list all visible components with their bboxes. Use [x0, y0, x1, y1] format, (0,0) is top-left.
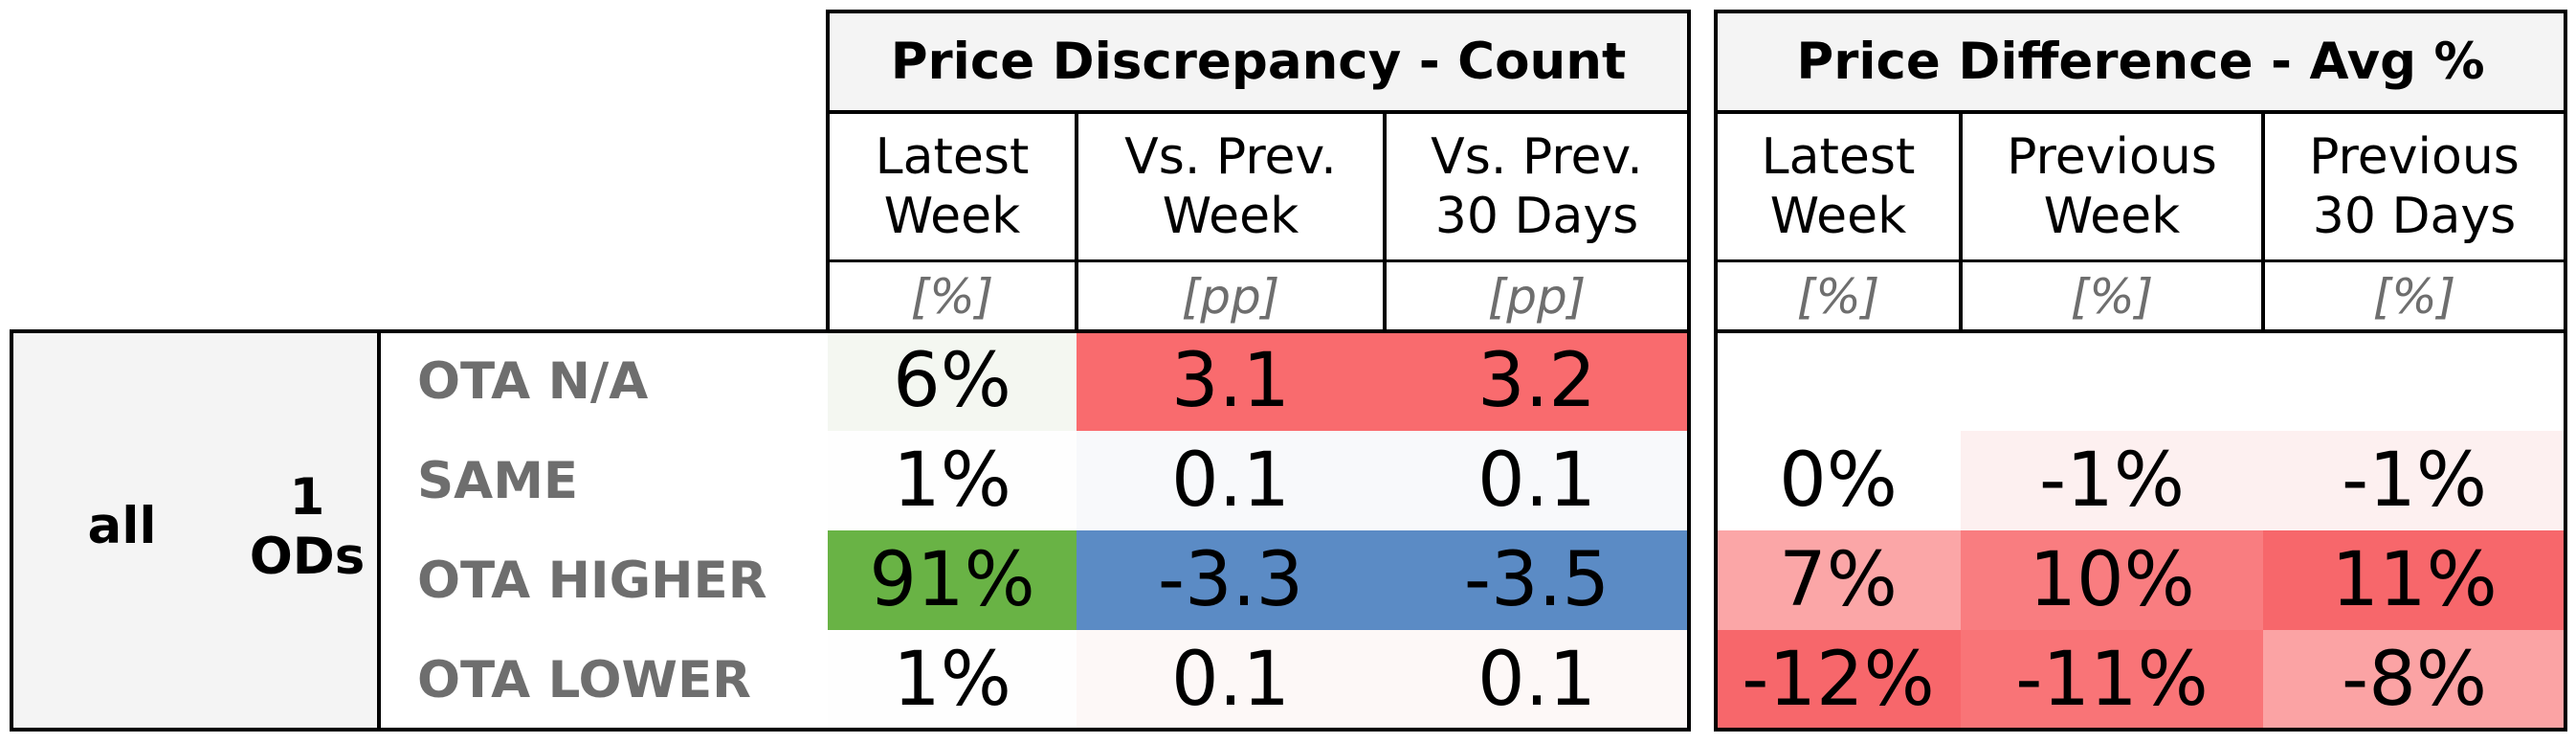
column-header: Latest Week: [875, 128, 1030, 245]
border-line: [1687, 10, 1691, 732]
avg-cell: -1%: [2263, 431, 2565, 530]
border-line: [377, 329, 381, 732]
avg-cell: [1716, 331, 1961, 431]
column-unit: [%]: [2372, 268, 2456, 325]
count-cell: 3.2: [1385, 331, 1689, 431]
border-line: [1714, 110, 2567, 114]
count-cell: 1%: [828, 431, 1077, 530]
border-line: [826, 329, 1691, 333]
border-line: [826, 10, 1691, 13]
border-line: [826, 10, 830, 333]
avg-cell: -8%: [2263, 630, 2565, 730]
row-group-panel: [11, 331, 379, 730]
border-line: [1714, 259, 2567, 262]
border-line: [1075, 110, 1078, 333]
count-cell: 0.1: [1385, 431, 1689, 530]
border-line: [1714, 329, 2567, 333]
column-header: Previous 30 Days: [2309, 128, 2520, 245]
column-unit: [pp]: [1181, 268, 1280, 325]
column-header: Vs. Prev. 30 Days: [1431, 128, 1643, 245]
border-line: [1714, 10, 2567, 13]
count-cell: 1%: [828, 630, 1077, 730]
column-unit: [%]: [1796, 268, 1880, 325]
border-line: [10, 728, 1691, 732]
column-unit: [%]: [2070, 268, 2154, 325]
group-label: all: [87, 497, 157, 555]
count-cell: -3.5: [1385, 530, 1689, 630]
row-label: SAME: [417, 451, 579, 510]
count-cell: 6%: [828, 331, 1077, 431]
avg-cell: -1%: [1961, 431, 2263, 530]
row-label: OTA N/A: [417, 351, 649, 411]
count-cell: 0.1: [1077, 630, 1385, 730]
avg-cell: 10%: [1961, 530, 2263, 630]
section-title-difference-avg: Price Difference - Avg %: [1716, 11, 2565, 112]
avg-cell: [2263, 331, 2565, 431]
count-cell: 91%: [828, 530, 1077, 630]
column-header: Previous Week: [2007, 128, 2217, 245]
border-line: [1383, 110, 1387, 333]
column-unit: [%]: [910, 268, 994, 325]
avg-cell: 11%: [2263, 530, 2565, 630]
avg-cell: -11%: [1961, 630, 2263, 730]
border-line: [826, 259, 1691, 262]
border-line: [10, 329, 13, 732]
row-label: OTA LOWER: [417, 650, 751, 709]
count-cell: 0.1: [1385, 630, 1689, 730]
count-cell: -3.3: [1077, 530, 1385, 630]
avg-cell: -12%: [1716, 630, 1961, 730]
border-line: [10, 329, 830, 333]
border-line: [2261, 110, 2265, 333]
avg-cell: [1961, 331, 2263, 431]
border-line: [1714, 728, 2567, 732]
row-label: OTA HIGHER: [417, 551, 767, 610]
section-title-discrepancy-count: Price Discrepancy - Count: [828, 11, 1689, 112]
border-line: [1714, 10, 1718, 732]
avg-cell: 0%: [1716, 431, 1961, 530]
count-cell: 3.1: [1077, 331, 1385, 431]
border-line: [826, 110, 1691, 114]
border-line: [1959, 110, 1963, 333]
group-sublabel: 1 ODs: [249, 468, 366, 586]
column-unit: [pp]: [1487, 268, 1587, 325]
count-cell: 0.1: [1077, 431, 1385, 530]
avg-cell: 7%: [1716, 530, 1961, 630]
column-header: Latest Week: [1761, 128, 1916, 245]
column-header: Vs. Prev. Week: [1124, 128, 1337, 245]
border-line: [2564, 10, 2567, 732]
